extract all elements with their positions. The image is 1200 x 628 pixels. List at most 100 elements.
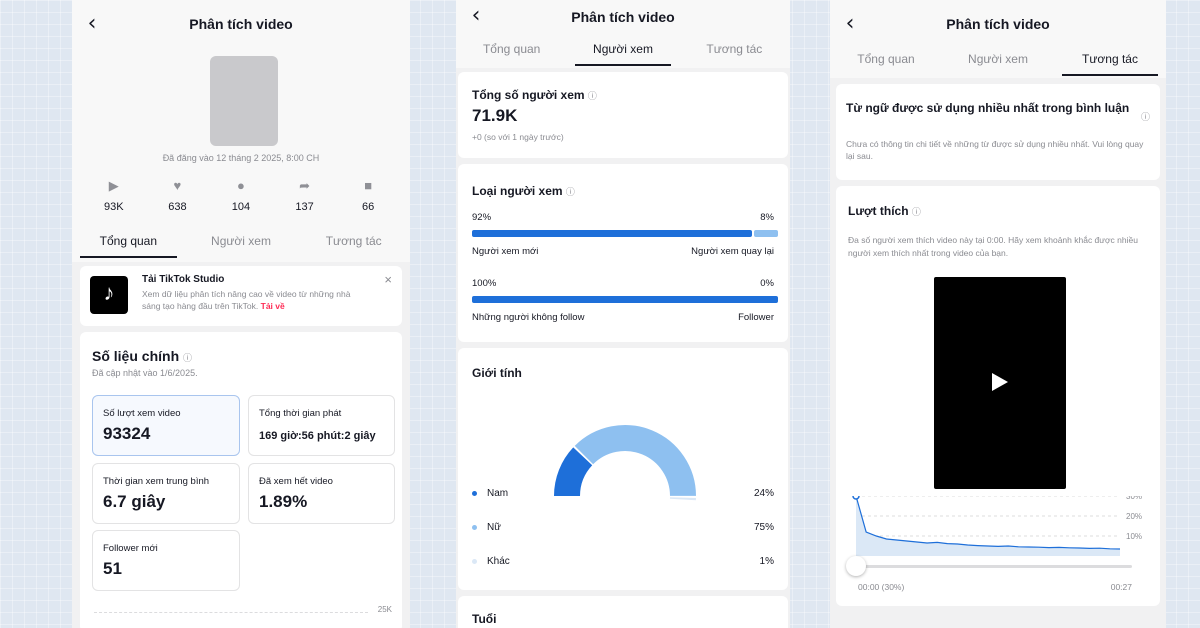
info-icon[interactable]: ⓘ bbox=[587, 91, 597, 101]
gender-donut-chart bbox=[554, 425, 696, 501]
studio-download-link[interactable]: Tải về bbox=[260, 301, 285, 311]
follower-label: Follower bbox=[738, 312, 774, 323]
metric-label: Follower mới bbox=[103, 543, 158, 554]
info-icon[interactable]: ⓘ bbox=[1140, 112, 1150, 122]
gender-title: Giới tính bbox=[472, 366, 522, 380]
metric-label: Đã xem hết video bbox=[259, 476, 333, 487]
gender-slice-1 bbox=[574, 425, 696, 497]
timeline-track[interactable] bbox=[856, 565, 1132, 568]
metric-value: 51 bbox=[103, 559, 122, 578]
legend-dot bbox=[472, 524, 477, 530]
info-icon[interactable]: ⓘ bbox=[565, 187, 575, 197]
legend-value: 1% bbox=[759, 556, 774, 567]
timeline-start: 00:00 (30%) bbox=[858, 582, 905, 592]
stats-row: ▶ 93K ♥ 638 ● 104 ➦ 137 ■ 66 bbox=[82, 178, 400, 213]
tab-bar: Tổng quan Người xem Tương tác bbox=[72, 224, 410, 260]
tab-overview[interactable]: Tổng quan bbox=[482, 42, 541, 56]
total-viewers-label: Tổng số người xem bbox=[472, 88, 585, 102]
likes-line bbox=[855, 496, 1121, 550]
stat-views: ▶ 93K bbox=[82, 178, 146, 213]
video-player[interactable] bbox=[934, 277, 1066, 489]
page-title: Phân tích video bbox=[571, 9, 675, 25]
viewers-screen: ‹ Phân tích video Tổng quan Người xem Tư… bbox=[456, 0, 790, 628]
likes-area bbox=[856, 496, 1120, 556]
returning-viewers-pct: 8% bbox=[760, 212, 774, 223]
video-thumbnail[interactable] bbox=[210, 56, 278, 146]
share-icon: ➦ bbox=[299, 178, 311, 193]
info-icon[interactable]: ⓘ bbox=[183, 353, 193, 363]
total-viewers-title: Tổng số người xem ⓘ bbox=[472, 88, 597, 102]
nonfollow-label: Những người không follow bbox=[472, 312, 585, 323]
info-icon[interactable]: ⓘ bbox=[911, 207, 921, 217]
posted-date: Đã đăng vào 12 tháng 2 2025, 8:00 CH bbox=[162, 153, 320, 163]
studio-title: Tải TikTok Studio bbox=[142, 274, 225, 285]
total-viewers-card: Tổng số người xem ⓘ 71.9K +0 (so với 1 n… bbox=[458, 72, 788, 158]
follower-pct: 0% bbox=[760, 278, 774, 289]
tab-overview[interactable]: Tổng quan bbox=[857, 52, 915, 66]
likes-title-text: Lượt thích bbox=[848, 204, 909, 218]
header: ‹ Phân tích video bbox=[456, 0, 790, 36]
timeline-handle[interactable] bbox=[846, 556, 866, 576]
stat-value: 137 bbox=[295, 201, 314, 213]
stat-comments: ● 104 bbox=[209, 178, 273, 213]
studio-banner[interactable]: ♪ Tải TikTok Studio Xem dữ liệu phân tíc… bbox=[80, 266, 402, 326]
tab-viewers[interactable]: Người xem bbox=[968, 52, 1028, 66]
new-viewers-label: Người xem mới bbox=[472, 246, 539, 257]
age-title: Tuổi bbox=[472, 612, 497, 626]
studio-desc: Xem dữ liệu phân tích nâng cao về video … bbox=[142, 288, 370, 312]
stat-value: 638 bbox=[168, 201, 187, 213]
peak-marker bbox=[852, 496, 860, 500]
metric-value: 1.89% bbox=[259, 492, 308, 511]
comment-icon: ● bbox=[237, 178, 245, 193]
metric-new-followers[interactable]: Follower mới 51 bbox=[92, 530, 240, 591]
tick-label: 30% bbox=[1126, 496, 1142, 501]
tab-bar: Tổng quan Người xem Tương tác bbox=[830, 42, 1166, 78]
legend-other: Khác 1% bbox=[472, 556, 774, 567]
metric-avg-watch-time[interactable]: Thời gian xem trung bình 6.7 giây bbox=[92, 463, 240, 524]
likes-desc: Đa số người xem thích video này tại 0:00… bbox=[848, 235, 1138, 258]
legend-value: 75% bbox=[753, 522, 774, 533]
metric-value: 169 giờ:56 phút:2 giây bbox=[259, 430, 376, 442]
play-icon: ▶ bbox=[108, 178, 119, 193]
viewer-types-card: Loại người xem ⓘ 92% 8% Người xem mới Ng… bbox=[458, 164, 788, 342]
metric-video-views[interactable]: Số lượt xem video 93324 bbox=[92, 395, 240, 456]
tab-overview[interactable]: Tổng quan bbox=[72, 224, 185, 260]
chart-axis-label: 25K bbox=[377, 605, 392, 614]
tiktok-studio-icon: ♪ bbox=[90, 276, 128, 314]
nonfollow-bar bbox=[472, 296, 778, 303]
legend-label: Khác bbox=[487, 556, 510, 567]
play-icon[interactable] bbox=[992, 373, 1008, 391]
nonfollow-pct: 100% bbox=[472, 278, 497, 289]
likes-title: Lượt thích ⓘ bbox=[848, 204, 921, 218]
total-viewers-change: +0 (so với 1 ngày trước) bbox=[472, 132, 564, 142]
tick-label: 20% bbox=[1126, 512, 1142, 521]
tab-engagement[interactable]: Tương tác bbox=[1054, 42, 1166, 78]
close-icon[interactable]: × bbox=[384, 272, 392, 287]
bookmark-icon: ■ bbox=[364, 178, 373, 193]
studio-desc-text: Xem dữ liệu phân tích nâng cao về video … bbox=[142, 289, 351, 311]
tab-viewers[interactable]: Người xem bbox=[211, 234, 271, 248]
metric-total-watch-time[interactable]: Tổng thời gian phát 169 giờ:56 phút:2 gi… bbox=[248, 395, 395, 456]
overview-screen: ‹ Phân tích video Đã đăng vào 12 tháng 2… bbox=[72, 0, 410, 628]
page-title: Phân tích video bbox=[189, 16, 293, 32]
age-card: Tuổi bbox=[458, 596, 788, 628]
gender-card: Giới tính Nam 24% Nữ 75% Khác 1% bbox=[458, 348, 788, 590]
back-arrow-icon[interactable]: ‹ bbox=[471, 3, 481, 28]
tab-engagement[interactable]: Tương tác bbox=[325, 234, 382, 248]
metric-completion-rate[interactable]: Đã xem hết video 1.89% bbox=[248, 463, 395, 524]
total-viewers-value: 71.9K bbox=[472, 106, 518, 125]
tab-engagement[interactable]: Tương tác bbox=[706, 42, 763, 56]
back-arrow-icon[interactable]: ‹ bbox=[845, 11, 855, 36]
back-arrow-icon[interactable]: ‹ bbox=[87, 11, 97, 36]
tab-viewers[interactable]: Người xem bbox=[567, 32, 678, 68]
metric-value: 93324 bbox=[103, 424, 151, 443]
viewer-types-title: Loại người xem ⓘ bbox=[472, 184, 575, 198]
stat-value: 104 bbox=[231, 201, 251, 213]
returning-viewers-bar bbox=[754, 230, 778, 237]
legend-female: Nữ 75% bbox=[472, 522, 774, 533]
stat-likes: ♥ 638 bbox=[146, 178, 210, 213]
chart-gridline bbox=[94, 612, 368, 613]
stat-value: 66 bbox=[362, 201, 375, 213]
metrics-updated: Đã cập nhật vào 1/6/2025. bbox=[92, 368, 198, 378]
tick-label: 10% bbox=[1126, 532, 1142, 541]
